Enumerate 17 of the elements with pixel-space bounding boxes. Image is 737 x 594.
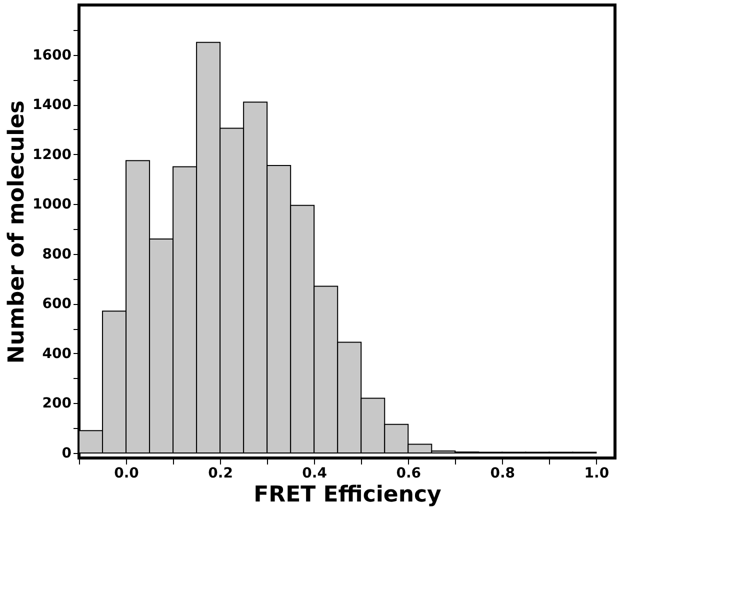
y-axis-title: Number of molecules bbox=[4, 100, 30, 364]
x-axis-title: FRET Efficiency bbox=[254, 482, 442, 508]
y-tick-label: 1000 bbox=[32, 196, 72, 213]
x-tick-label: 1.0 bbox=[584, 466, 610, 482]
y-tick-label: 1400 bbox=[32, 97, 72, 114]
y-tick-label: 0 bbox=[62, 446, 72, 462]
y-tick-label: 200 bbox=[42, 396, 72, 412]
x-tick-label: 0.0 bbox=[114, 466, 140, 482]
x-tick-label: 0.6 bbox=[396, 466, 422, 482]
y-tick-label: 600 bbox=[42, 296, 72, 312]
x-tick-label: 0.2 bbox=[208, 466, 233, 482]
y-tick-label: 1600 bbox=[32, 47, 72, 64]
x-tick-label: 0.4 bbox=[302, 466, 328, 482]
y-tick-label: 400 bbox=[42, 346, 72, 362]
x-tick-label: 0.8 bbox=[490, 466, 516, 482]
y-tick-label: 800 bbox=[42, 246, 72, 262]
y-tick-label: 1200 bbox=[32, 146, 72, 163]
